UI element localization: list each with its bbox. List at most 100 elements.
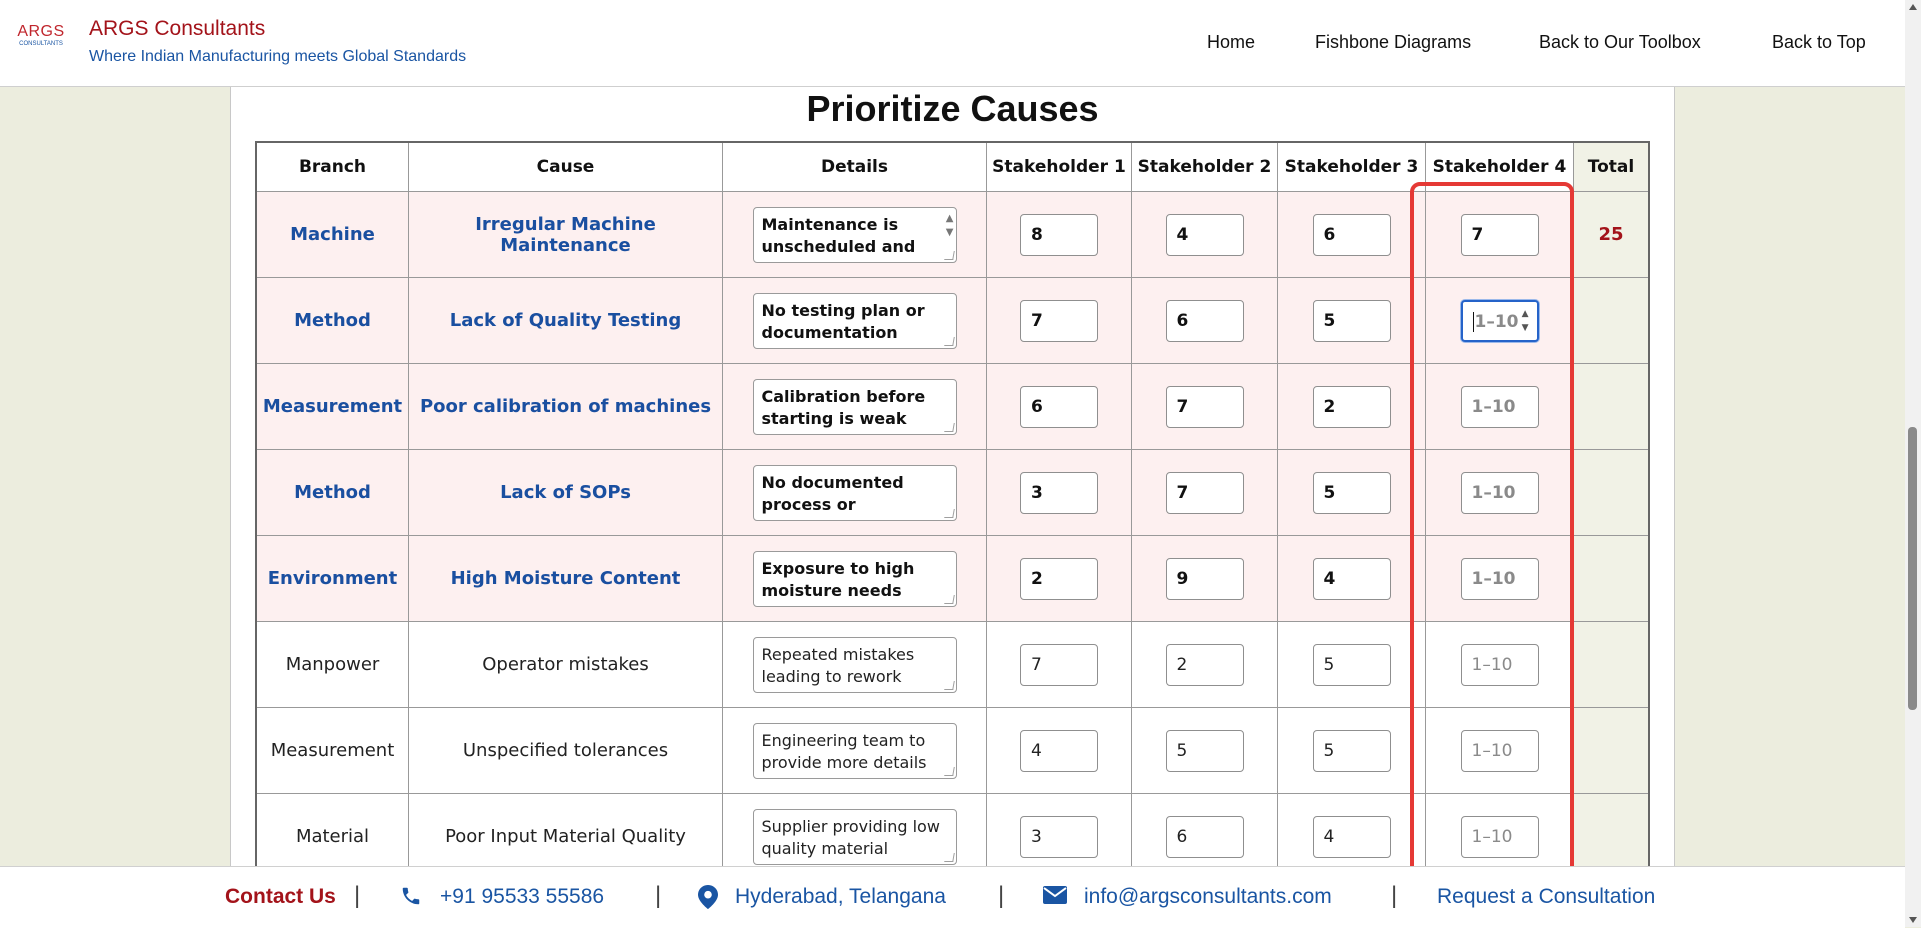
resize-grip-icon[interactable]: [943, 766, 955, 776]
page-title: Prioritize Causes: [806, 88, 1099, 129]
stakeholder-1-input[interactable]: 6: [1020, 385, 1098, 428]
branch-cell: Measurement: [255, 707, 409, 794]
branch-cell: Material: [255, 793, 409, 881]
stakeholder-2-input[interactable]: 7: [1165, 385, 1244, 428]
stakeholder-2-input[interactable]: 9: [1165, 557, 1244, 600]
scroll-down-arrow-icon[interactable]: [1909, 917, 1917, 923]
stakeholder-4-input[interactable]: 1–10: [1460, 385, 1539, 428]
stakeholder-3-input[interactable]: 5: [1312, 643, 1391, 686]
details-text: Repeated mistakes leading to rework: [761, 644, 915, 686]
stakeholder-2-input[interactable]: 6: [1165, 815, 1244, 858]
stakeholder-3-input[interactable]: 5: [1312, 471, 1391, 514]
total-cell: [1573, 707, 1650, 794]
footer-phone-link[interactable]: +91 95533 55586: [440, 885, 605, 908]
stakeholder-4-input[interactable]: 1–10: [1460, 471, 1539, 514]
cause-cell: High Moisture Content: [408, 535, 723, 622]
scrollbar-thumb[interactable]: [1908, 427, 1917, 710]
stakeholder-3-input[interactable]: 5: [1312, 299, 1391, 342]
footer-location-link[interactable]: Hyderabad, Telangana: [735, 885, 946, 908]
details-text: No documented process or standards avail…: [761, 472, 940, 520]
contact-footer: Contact Us | +91 95533 55586 | Hyderabad…: [0, 866, 1905, 928]
prioritize-causes-table: Branch Cause Details Stakeholder 1 Stake…: [255, 141, 1650, 881]
nav-back-to-top[interactable]: Back to Top: [1772, 32, 1866, 52]
stakeholder-2-input[interactable]: 6: [1165, 299, 1244, 342]
stakeholder-3-input[interactable]: 6: [1312, 213, 1391, 256]
stakeholder-2-input[interactable]: 2: [1165, 643, 1244, 686]
stakeholder-1-input[interactable]: 3: [1020, 815, 1098, 858]
page-scrollbar[interactable]: [1905, 0, 1921, 927]
stakeholder-3-input[interactable]: 5: [1312, 729, 1391, 772]
logo-subtext: CONSULTANTS: [19, 41, 63, 47]
nav-fishbone-diagrams[interactable]: Fishbone Diagrams: [1315, 32, 1472, 52]
table-row: Material Poor Input Material Quality Sup…: [255, 793, 1650, 881]
resize-grip-icon[interactable]: [943, 852, 955, 862]
footer-separator: |: [354, 882, 361, 909]
nav-home[interactable]: Home: [1207, 32, 1256, 52]
stakeholder-4-input[interactable]: 7: [1460, 213, 1539, 256]
brand-logo[interactable]: ARGS CONSULTANTS: [16, 24, 66, 48]
site-header: ARGS CONSULTANTS ARGS Consultants Where …: [0, 0, 1905, 87]
details-text: Calibration before starting is weak: [761, 386, 926, 428]
branch-cell: Method: [255, 449, 409, 536]
stakeholder-4-input[interactable]: 1–10: [1460, 815, 1539, 858]
brand-name[interactable]: ARGS Consultants: [89, 17, 266, 40]
col-stakeholder-3: Stakeholder 3: [1277, 141, 1426, 192]
branch-cell: Measurement: [255, 363, 409, 450]
number-spinner-icon[interactable]: ▲ ▼: [1521, 308, 1529, 333]
details-textarea[interactable]: Repeated mistakes leading to rework: [752, 636, 957, 693]
table-row: Manpower Operator mistakes Repeated mist…: [255, 621, 1650, 708]
details-text: No testing plan or documentation: [761, 300, 925, 342]
cause-cell: Operator mistakes: [408, 621, 723, 708]
stakeholder-3-input[interactable]: 2: [1312, 385, 1391, 428]
stakeholder-2-input[interactable]: 5: [1165, 729, 1244, 772]
stakeholder-1-input[interactable]: 7: [1020, 299, 1098, 342]
stakeholder-1-input[interactable]: 3: [1020, 471, 1098, 514]
details-text: Exposure to high moisture needs more pro…: [761, 558, 915, 606]
details-textarea[interactable]: Supplier providing low quality material: [752, 808, 957, 865]
stakeholder-1-input[interactable]: 2: [1020, 557, 1098, 600]
stakeholder-4-input-focused[interactable]: 1–10 ▲ ▼: [1460, 299, 1539, 342]
textarea-scroll-arrows-icon[interactable]: ▲ ▼: [945, 212, 954, 238]
stakeholder-4-input[interactable]: 1–10: [1460, 729, 1539, 772]
table-row: Environment High Moisture Content Exposu…: [255, 535, 1650, 622]
footer-separator: |: [1391, 882, 1398, 909]
scroll-up-arrow-icon[interactable]: [1909, 4, 1917, 10]
resize-grip-icon[interactable]: [943, 508, 955, 518]
table-row: Machine Irregular Machine Maintenance Ma…: [255, 191, 1650, 278]
stakeholder-3-input[interactable]: 4: [1312, 557, 1391, 600]
col-branch: Branch: [255, 141, 409, 192]
stakeholder-2-input[interactable]: 7: [1165, 471, 1244, 514]
resize-grip-icon[interactable]: [943, 680, 955, 690]
resize-grip-icon[interactable]: [943, 336, 955, 346]
stakeholder-2-input[interactable]: 4: [1165, 213, 1244, 256]
total-cell: [1573, 363, 1650, 450]
details-textarea[interactable]: Engineering team to provide more details: [752, 722, 957, 779]
nav-back-to-toolbox[interactable]: Back to Our Toolbox: [1539, 32, 1701, 52]
resize-grip-icon[interactable]: [943, 250, 955, 260]
details-textarea[interactable]: Calibration before starting is weak: [752, 378, 957, 435]
details-textarea[interactable]: No documented process or standards avail…: [752, 464, 957, 521]
resize-grip-icon[interactable]: [943, 594, 955, 604]
total-cell: [1573, 449, 1650, 536]
stakeholder-4-input[interactable]: 1–10: [1460, 643, 1539, 686]
request-consultation-link[interactable]: Request a Consultation: [1437, 885, 1656, 908]
contact-us-label: Contact Us: [225, 885, 336, 908]
branch-cell: Environment: [255, 535, 409, 622]
text-caret: [1472, 311, 1474, 332]
cause-cell: Lack of SOPs: [408, 449, 723, 536]
details-textarea[interactable]: Maintenance is unscheduled and unplanned…: [752, 206, 957, 263]
stakeholder-1-input[interactable]: 4: [1020, 729, 1098, 772]
footer-email-link[interactable]: info@argsconsultants.com: [1084, 885, 1332, 908]
details-textarea[interactable]: No testing plan or documentation: [752, 292, 957, 349]
details-textarea[interactable]: Exposure to high moisture needs more pro…: [752, 550, 957, 607]
stakeholder-4-input[interactable]: 1–10: [1460, 557, 1539, 600]
stakeholder-1-input[interactable]: 8: [1020, 213, 1098, 256]
branch-cell: Machine: [255, 191, 409, 278]
total-cell: [1573, 793, 1650, 881]
stakeholder-1-input[interactable]: 7: [1020, 643, 1098, 686]
resize-grip-icon[interactable]: [943, 422, 955, 432]
stakeholder-3-input[interactable]: 4: [1312, 815, 1391, 858]
phone-icon: [400, 885, 422, 913]
table-row: Measurement Unspecified tolerances Engin…: [255, 707, 1650, 794]
branch-cell: Method: [255, 277, 409, 364]
